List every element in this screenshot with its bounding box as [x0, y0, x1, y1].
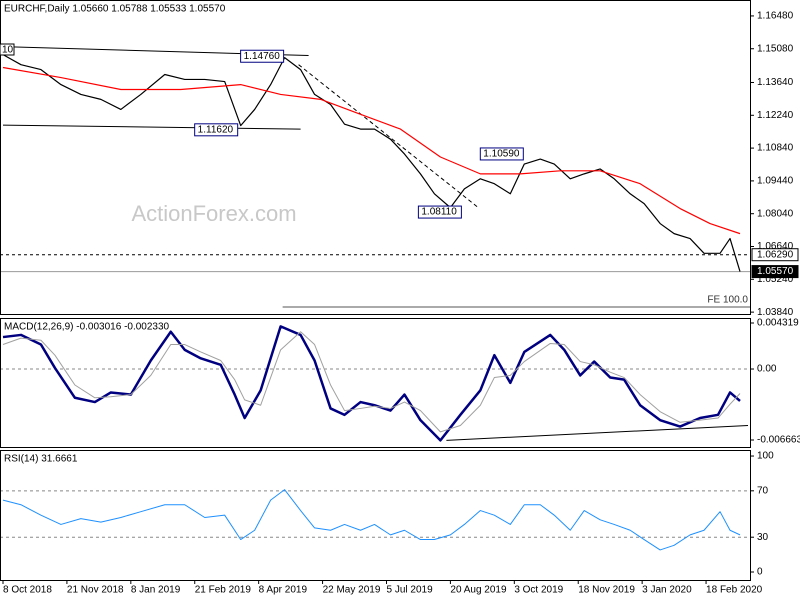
annotation-label: 1.10590: [483, 149, 520, 160]
panel-title: MACD(12,26,9) -0.003016 -0.002330: [4, 322, 170, 333]
x-tick-label: 21 Nov 2018: [67, 585, 124, 596]
plot-area: ActionForex.com FE 100.0 1.14760 1.11620 1.1…: [0, 46, 750, 308]
annotation-label: 1.11620: [198, 124, 234, 135]
x-tick-label: 21 Feb 2019: [195, 585, 252, 596]
trendline: [446, 424, 749, 441]
y-tick-label: 30: [757, 532, 769, 543]
series-line: [2, 331, 741, 433]
annotation-box: [479, 147, 524, 161]
plot-area: [0, 489, 750, 551]
y-tick-label: 1.12240: [757, 110, 794, 121]
y-tick-label: 1.03840: [757, 307, 794, 318]
trendline: [298, 64, 479, 209]
y-tick-label: 70: [757, 485, 769, 496]
panel: 100 70 30 0 RSI(14) 31.6661 8 Oct 2018 21 Nov …: [0, 450, 774, 596]
price-level-label: 1.06290: [757, 249, 794, 260]
y-tick-label: 100: [757, 451, 774, 462]
y-tick-label: 1.13640: [757, 77, 794, 88]
y-tick-label: -0.006663: [757, 435, 800, 446]
trendline: [2, 124, 301, 130]
y-tick-label: 1.06640: [757, 241, 794, 252]
panel-frame: [0, 450, 751, 581]
panel-title: RSI(14) 31.6661: [4, 454, 78, 465]
y-tick-label: 1.08040: [757, 208, 794, 219]
panel-frame: [0, 318, 751, 448]
x-tick-label: 22 May 2019: [323, 585, 381, 596]
edge-label-box: [0, 43, 15, 56]
y-tick-label: 1.09440: [757, 176, 794, 187]
x-tick-label: 18 Nov 2019: [578, 585, 635, 596]
price-level-box: [751, 248, 799, 262]
fe-label: FE 100.0: [707, 295, 748, 306]
watermark: ActionForex.com: [131, 201, 296, 226]
price-level-label: 1.05570: [757, 266, 794, 277]
annotation-box: [417, 205, 462, 219]
x-tick-label: 3 Jan 2020: [642, 585, 692, 596]
panel: 0.004319 0.00 -0.006663 MACD(12,26,9) -0.00…: [0, 318, 800, 448]
x-tick-label: 3 Oct 2019: [514, 585, 563, 596]
price-level-box: [751, 265, 799, 279]
y-tick-label: 1.16480: [757, 11, 794, 22]
y-tick-label: 1.05240: [757, 274, 794, 285]
y-tick-label: 1.15080: [757, 43, 794, 54]
series-line: [2, 325, 741, 442]
annotation-box: [240, 49, 285, 63]
series-line: [2, 54, 741, 272]
x-tick-label: 8 Jan 2019: [131, 585, 181, 596]
series-line: [2, 489, 741, 551]
annotation-box: [194, 123, 239, 137]
series-line: [2, 66, 741, 235]
panel-title: EURCHF,Daily 1.05660 1.05788 1.05533 1.0…: [4, 4, 226, 15]
y-tick-label: 0: [757, 567, 763, 578]
annotation-label: 1.08110: [421, 207, 457, 218]
x-tick-label: 5 Jul 2019: [386, 585, 433, 596]
y-tick-label: 0.004319: [757, 318, 799, 329]
y-tick-label: 0.00: [757, 364, 777, 375]
annotation-label: 1.14760: [244, 51, 281, 62]
x-tick-label: 8 Oct 2018: [3, 585, 52, 596]
panel-frame: [0, 0, 751, 315]
panel: ActionForex.com FE 100.0 1.14760 1.11620 1.1…: [0, 0, 799, 318]
x-tick-label: 8 Apr 2019: [259, 585, 308, 596]
y-tick-label: 1.10840: [757, 143, 794, 154]
x-tick-label: 20 Aug 2019: [450, 585, 507, 596]
plot-area: [0, 325, 750, 442]
x-tick-label: 18 Feb 2020: [706, 585, 763, 596]
edge-label: 10: [2, 45, 14, 56]
